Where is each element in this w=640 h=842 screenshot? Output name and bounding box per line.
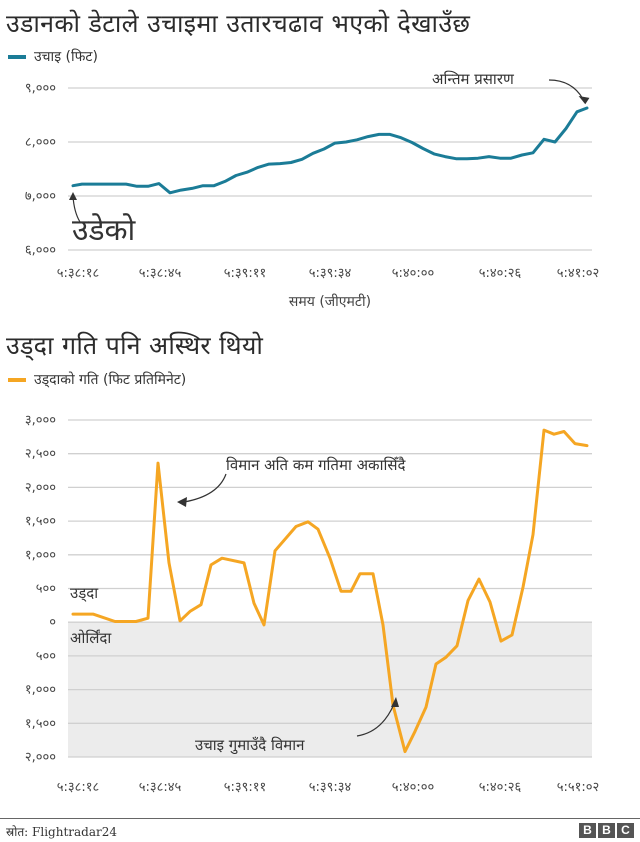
takeoff-arrow-head-icon (69, 192, 77, 200)
x-tick-label: ५:३९:३४ (309, 266, 352, 281)
bbc-logo: B B C (579, 823, 634, 838)
x-tick-label: ५:५१:०२ (557, 780, 600, 795)
top-x-axis-label: समय (जीएमटी) (288, 294, 372, 310)
source-credit: स्रोत: Flightradar24 (6, 825, 118, 839)
y-tick-label: १,००० (25, 683, 56, 698)
y-tick-label: १,००० (25, 548, 56, 563)
x-tick-label: ५:३८:४५ (139, 780, 182, 795)
speed-y-axis: ३,००० २,५०० २,००० १,५०० १,००० ५०० ० ५०० १,००० १,५… (25, 413, 56, 765)
last-transmission-arrow-line (548, 79, 584, 100)
x-tick-label: ५:३८:४५ (139, 266, 182, 281)
slow-climb-label: विमान अति कम गतिमा अकासिँदै (226, 456, 406, 474)
y-tick-label: १,५०० (25, 514, 56, 529)
speed-x-axis: ५:३८:१८ ५:३८:४५ ५:३९:११ ५:३९:३४ ५:४०:०० ५:४०:… (57, 780, 600, 795)
footer-divider (0, 818, 640, 819)
y-tick-label: २,००० (25, 750, 56, 765)
descending-region-label: ओर्लिंदा (70, 629, 112, 647)
losing-altitude-arrow-head-icon (391, 697, 399, 707)
bottom-chart-title: उड्दा गति पनि अस्थिर थियो (6, 331, 264, 360)
y-tick-label: ८,००० (25, 135, 56, 150)
bbc-logo-letter: B (598, 823, 615, 838)
climbing-region-label: उड्दा (70, 584, 99, 602)
last-transmission-annotation: अन्तिम प्रसारण (432, 70, 590, 105)
losing-altitude-annotation: उचाइ गुमाउँदै विमान (195, 697, 399, 755)
top-legend: उचाइ (फिट) (8, 47, 98, 66)
speed-gridlines (68, 419, 592, 758)
last-transmission-label: अन्तिम प्रसारण (432, 70, 515, 88)
x-tick-label: ५:४१:०२ (557, 266, 600, 281)
bottom-legend: उड्दाको गति (फिट प्रतिमिनेट) (8, 370, 186, 389)
x-tick-label: ५:४०:०० (392, 780, 435, 795)
altitude-gridlines (68, 87, 592, 251)
takeoff-annotation: उडेको (69, 192, 137, 248)
x-tick-label: ५:४०:२६ (479, 780, 522, 795)
vertical-speed-chart: ३,००० २,५०० २,००० १,५०० १,००० ५०० ० ५०० १,००० १,५… (25, 413, 600, 795)
x-tick-label: ५:३९:३४ (309, 780, 352, 795)
bbc-logo-letter: C (617, 823, 634, 838)
y-tick-label: ५०० (36, 649, 56, 664)
top-legend-label: उचाइ (फिट) (34, 49, 98, 65)
last-transmission-arrow-head-icon (578, 96, 590, 105)
y-tick-label: २,५०० (25, 447, 56, 462)
y-tick-label: १,५०० (25, 716, 56, 731)
altitude-y-axis: ९,००० ८,००० ७,००० ६,००० (25, 81, 56, 258)
x-tick-label: ५:४०:०० (392, 266, 435, 281)
altitude-legend-swatch (8, 54, 26, 59)
y-tick-label: ६,००० (25, 243, 56, 258)
takeoff-label: उडेको (72, 213, 137, 248)
x-tick-label: ५:३९:११ (224, 780, 267, 795)
x-tick-label: ५:३८:१८ (57, 780, 100, 795)
altitude-line (71, 106, 589, 195)
bbc-logo-letter: B (579, 823, 596, 838)
y-tick-label: ० (49, 615, 56, 630)
y-tick-label: २,००० (25, 480, 56, 495)
vertical-speed-line (71, 428, 589, 754)
bottom-legend-label: उड्दाको गति (फिट प्रतिमिनेट) (34, 372, 187, 388)
slow-climb-annotation: विमान अति कम गतिमा अकासिँदै (177, 456, 406, 507)
slow-climb-arrow-head-icon (177, 497, 187, 507)
altitude-chart: ९,००० ८,००० ७,००० ६,००० ५:३८:१८ ५:३८:४५ ५:३९:… (25, 70, 600, 281)
y-tick-label: ९,००० (25, 81, 56, 96)
slow-climb-arrow-line (183, 473, 227, 503)
speed-legend-swatch (8, 377, 26, 382)
y-tick-label: ५०० (36, 582, 56, 597)
x-tick-label: ५:३८:१८ (57, 266, 100, 281)
altitude-x-axis: ५:३८:१८ ५:३८:४५ ५:३९:११ ५:३९:३४ ५:४०:०० ५:४०:… (57, 266, 600, 281)
y-tick-label: ३,००० (25, 413, 56, 428)
losing-altitude-arrow-line (356, 703, 395, 737)
x-tick-label: ५:४०:२६ (479, 266, 522, 281)
losing-altitude-label: उचाइ गुमाउँदै विमान (195, 736, 305, 755)
x-tick-label: ५:३९:११ (224, 266, 267, 281)
y-tick-label: ७,००० (25, 189, 56, 204)
top-chart-title: उडानको डेटाले उचाइमा उतारचढाव भएको देखाउ… (6, 9, 471, 38)
